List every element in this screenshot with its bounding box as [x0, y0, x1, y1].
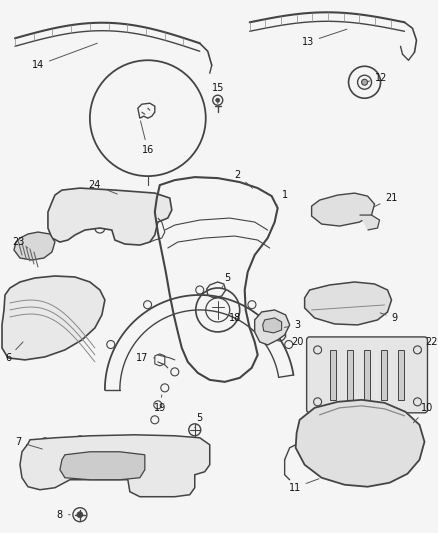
- Polygon shape: [2, 276, 105, 360]
- Text: 8: 8: [57, 510, 70, 520]
- Polygon shape: [20, 435, 210, 497]
- Text: 11: 11: [289, 479, 319, 492]
- FancyBboxPatch shape: [307, 337, 427, 413]
- Text: 19: 19: [154, 395, 166, 413]
- Text: 24: 24: [89, 180, 117, 194]
- Polygon shape: [296, 400, 424, 487]
- Text: 12: 12: [367, 73, 388, 83]
- Text: 1: 1: [276, 190, 288, 206]
- Polygon shape: [360, 215, 380, 230]
- Polygon shape: [48, 188, 172, 245]
- Polygon shape: [346, 350, 353, 400]
- Text: 20: 20: [286, 337, 304, 347]
- Text: 13: 13: [301, 29, 347, 47]
- Text: 17: 17: [136, 353, 155, 363]
- Text: 2: 2: [235, 170, 253, 188]
- Text: 5: 5: [222, 273, 231, 288]
- Text: 23: 23: [12, 237, 28, 248]
- Text: 5: 5: [195, 413, 203, 428]
- Text: 15: 15: [212, 83, 224, 103]
- Polygon shape: [381, 350, 386, 400]
- Polygon shape: [311, 193, 374, 226]
- Circle shape: [342, 425, 381, 465]
- Circle shape: [324, 407, 399, 483]
- Text: 6: 6: [5, 342, 23, 363]
- Text: 9: 9: [380, 313, 398, 323]
- Text: 21: 21: [374, 193, 398, 207]
- Polygon shape: [60, 452, 145, 480]
- Polygon shape: [263, 318, 282, 333]
- Polygon shape: [364, 350, 370, 400]
- Text: 14: 14: [32, 43, 97, 70]
- Text: 16: 16: [141, 121, 154, 155]
- Polygon shape: [398, 350, 403, 400]
- Text: 3: 3: [284, 320, 301, 330]
- Polygon shape: [330, 350, 336, 400]
- Polygon shape: [14, 232, 55, 260]
- Circle shape: [361, 79, 367, 85]
- Circle shape: [353, 437, 370, 453]
- Circle shape: [77, 512, 83, 518]
- Text: 10: 10: [413, 403, 434, 423]
- Text: 18: 18: [229, 310, 241, 323]
- Polygon shape: [304, 282, 392, 325]
- Polygon shape: [254, 310, 290, 345]
- Text: 7: 7: [15, 437, 42, 449]
- Circle shape: [216, 98, 220, 102]
- Text: 22: 22: [420, 337, 438, 353]
